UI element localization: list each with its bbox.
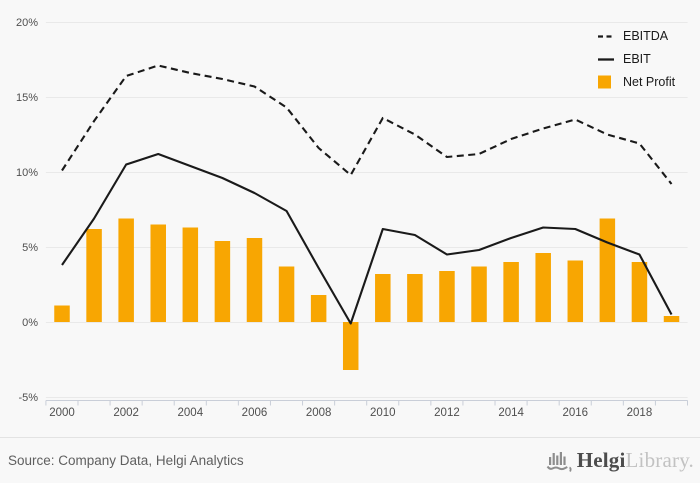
legend-item-ebit: EBIT: [597, 50, 675, 68]
year-label-2014: 2014: [498, 407, 524, 419]
net-profit-bar-2003: [150, 224, 166, 322]
net-profit-bar-2011: [407, 274, 423, 322]
x-axis: [45, 400, 688, 406]
year-label-2002: 2002: [113, 407, 139, 419]
net-profit-bar-2005: [214, 241, 231, 322]
helgi-logo-icon: [546, 452, 572, 472]
y-tick-label-15: 15%: [16, 92, 38, 104]
net-profit-bar-2019: [663, 316, 680, 322]
legend-item-net-profit: Net Profit: [597, 73, 675, 91]
net-profit-bar-2017: [599, 218, 616, 322]
y-tick-label-10: 10%: [16, 167, 38, 179]
net-profit-bar-2001: [86, 229, 102, 322]
legend-item-ebitda: EBITDA: [597, 27, 675, 45]
net-profit-bars: [54, 218, 680, 370]
year-label-2012: 2012: [434, 407, 460, 419]
year-label-2000: 2000: [49, 407, 75, 419]
legend-label-net-profit: Net Profit: [623, 74, 676, 89]
legend-label-ebit: EBIT: [623, 51, 651, 66]
year-label-2008: 2008: [306, 407, 332, 419]
y-axis-labels: 20% 15% 10% 5% 0% -5%: [16, 17, 38, 404]
net-profit-bar-2013: [471, 266, 487, 322]
logo-text-library: Library.: [625, 448, 694, 472]
ebit-line: [61, 152, 673, 325]
profitability-chart-svg: 20% 15% 10% 5% 0% -5% 2000 2002 2004 2006 2008 2010…: [16, 17, 688, 419]
year-label-2018: 2018: [627, 407, 653, 419]
net-profit-bar-2014: [503, 262, 519, 322]
net-profit-bar-2006: [246, 238, 263, 322]
net-profit-bar-2000: [54, 305, 70, 322]
y-gridlines: [45, 22, 688, 398]
x-axis-labels: 2000 2002 2004 2006 2008 2010 2012 2014 2016 2018: [49, 407, 652, 419]
y-tick-label--5: -5%: [18, 392, 38, 404]
y-tick-label-5: 5%: [22, 242, 38, 254]
year-label-2006: 2006: [242, 407, 268, 419]
net-profit-bar-2002: [118, 218, 134, 322]
year-label-2016: 2016: [562, 407, 588, 419]
y-tick-label-20: 20%: [16, 17, 38, 29]
net-profit-bar-2016: [567, 260, 584, 322]
helgi-library-logo[interactable]: HelgiLibrary.: [546, 448, 694, 473]
year-label-2004: 2004: [178, 407, 204, 419]
profitability-chart: 20% 15% 10% 5% 0% -5% 2000 2002 2004 2006 2008 2010…: [16, 17, 688, 419]
ebitda-line: [61, 64, 673, 185]
ebitda-dashed-line-swatch: [598, 35, 614, 38]
net-profit-bar-2010: [375, 274, 391, 322]
chart-legend: EBITDA EBIT Net Profit: [597, 27, 675, 91]
y-tick-label-0: 0%: [22, 317, 38, 329]
year-label-2010: 2010: [370, 407, 396, 419]
source-note: Source: Company Data, Helgi Analytics: [8, 453, 244, 468]
net-profit-bar-2015: [535, 253, 551, 322]
net-profit-bar-2008: [310, 295, 327, 322]
net-profit-bar-2004: [182, 227, 199, 322]
ebit-solid-line-swatch: [598, 58, 614, 61]
net-profit-square-swatch: [598, 75, 611, 89]
net-profit-bar-2009: [342, 322, 359, 370]
net-profit-bar-2012: [439, 271, 455, 322]
chart-canvas: 20% 15% 10% 5% 0% -5% 2000 2002 2004 2006 2008 2010…: [16, 17, 688, 419]
logo-text-helgi: Helgi: [576, 448, 626, 472]
net-profit-bar-2007: [278, 266, 295, 322]
legend-label-ebitda: EBITDA: [623, 28, 669, 43]
chart-footer: Source: Company Data, Helgi Analytics He…: [0, 437, 700, 483]
net-profit-bar-2018: [631, 262, 648, 322]
